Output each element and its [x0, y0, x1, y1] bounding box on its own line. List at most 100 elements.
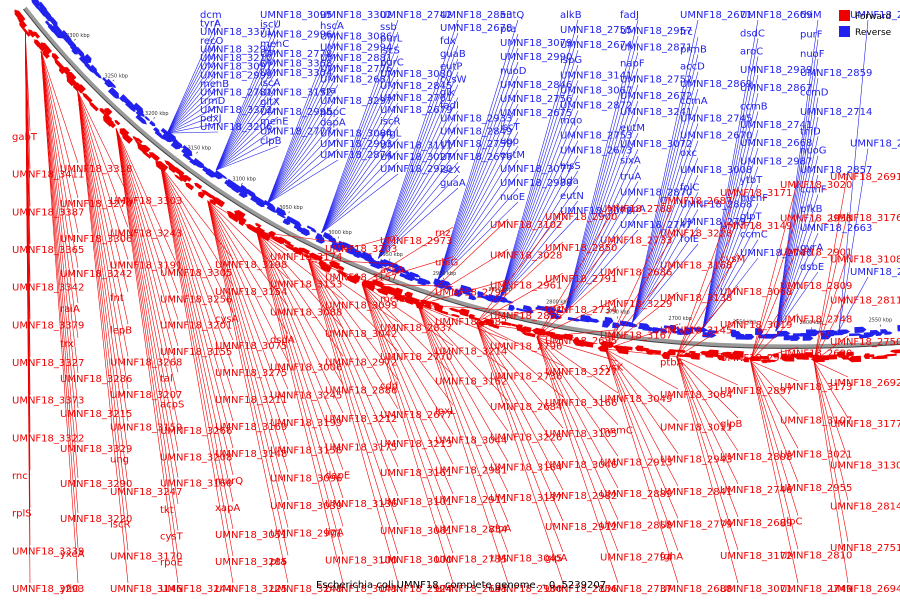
reverse-connector	[702, 74, 759, 329]
reverse-gene-label: UMNF18_2990	[500, 52, 572, 63]
reverse-gene-label: UMNF18_2869	[680, 79, 752, 90]
forward-connector	[750, 279, 799, 362]
forward-feature	[28, 29, 36, 38]
reverse-connector	[267, 41, 339, 204]
forward-gene-label: UMNF18_3329	[60, 444, 132, 455]
forward-gene-label: UMNF18_2981	[435, 465, 507, 476]
reverse-gene-label: UMNF18_3297	[320, 96, 392, 107]
reverse-connector	[167, 54, 219, 134]
forward-feature	[621, 346, 633, 351]
reverse-gene-label: glk	[440, 88, 455, 99]
reverse-gene-label: UMNF18_3086	[320, 32, 392, 43]
forward-gene-label: rpoE	[160, 558, 183, 569]
reverse-feature	[153, 127, 164, 137]
reverse-connector	[215, 126, 279, 171]
reverse-feature	[628, 323, 638, 328]
reverse-feature	[144, 115, 151, 122]
reverse-connector	[564, 229, 639, 313]
reverse-feature	[589, 318, 600, 323]
reverse-feature	[104, 78, 113, 88]
forward-feature	[277, 236, 286, 244]
forward-connector	[536, 336, 619, 394]
forward-gene-label: UMNF18_3146	[110, 584, 182, 595]
forward-gene-label: UMNF18_2795	[435, 287, 507, 298]
reverse-connector	[378, 58, 459, 259]
forward-gene-label: UMNF18_2749	[780, 584, 852, 595]
reverse-connector	[167, 131, 219, 134]
forward-connector	[160, 166, 234, 422]
reverse-connector	[437, 201, 519, 281]
reverse-feature	[468, 294, 477, 301]
forward-connector	[417, 304, 509, 493]
reverse-gene-label: UMNF18_3152	[260, 88, 332, 99]
reverse-connector	[499, 170, 579, 299]
forward-connector	[77, 91, 129, 551]
reverse-connector	[378, 123, 459, 259]
forward-feature	[367, 284, 376, 292]
forward-gene-label: UMNF18_2808	[720, 452, 792, 463]
forward-feature	[299, 247, 310, 255]
reverse-feature	[109, 81, 116, 89]
forward-connector	[40, 51, 79, 444]
reverse-connector	[321, 161, 399, 233]
reverse-feature	[642, 326, 655, 332]
forward-gene-label: cdd	[380, 381, 398, 392]
reverse-feature	[384, 267, 396, 273]
forward-connector	[256, 231, 344, 442]
reverse-feature	[370, 259, 383, 269]
reverse-gene-label: glpT	[740, 211, 762, 222]
forward-gene-label: UMNF18_3068	[720, 287, 792, 298]
forward-feature	[62, 66, 71, 75]
reverse-connector	[167, 88, 219, 134]
reverse-feature	[306, 225, 317, 232]
reverse-connector	[267, 116, 339, 204]
reverse-connector	[775, 213, 819, 332]
forward-gene-label: UMNF18_2677	[380, 410, 452, 421]
reverse-gene-label: UMNF18_2761	[380, 93, 452, 104]
reverse-gene-label: iscU	[260, 20, 281, 31]
reverse-feature	[453, 288, 463, 297]
forward-gene-label: UMNF18_2734	[545, 305, 617, 316]
forward-gene-label: UMNF18_3286	[60, 374, 132, 385]
forward-feature	[717, 355, 725, 361]
reverse-connector	[167, 97, 219, 134]
reverse-connector	[564, 181, 639, 313]
forward-gene-label: UMNF18_2912	[545, 522, 617, 533]
forward-gene-label: UMNF18_3191	[110, 261, 182, 272]
forward-connector	[750, 212, 799, 361]
reverse-gene-label: UMNF18_2957	[620, 26, 692, 37]
reverse-gene-label: UMNF18_2881	[320, 53, 392, 64]
reverse-connector	[378, 149, 459, 259]
reverse-feature	[604, 316, 614, 324]
forward-connector	[750, 360, 799, 449]
reverse-connector	[775, 136, 819, 332]
forward-connector	[813, 253, 849, 362]
reverse-connector	[564, 84, 639, 313]
forward-gene-label: UMNF18_3006	[270, 363, 342, 374]
reverse-gene-label: fadI	[440, 101, 459, 112]
forward-connector	[307, 259, 399, 468]
reverse-gene-label: menF	[740, 193, 768, 204]
reverse-connector	[499, 35, 579, 299]
forward-connector	[115, 128, 179, 347]
forward-gene-label: UMNF18_3148	[215, 449, 287, 460]
forward-gene-label: UMNF18_3166	[545, 398, 617, 409]
forward-connector	[476, 322, 564, 584]
forward-connector	[77, 91, 129, 260]
forward-gene-label: glpC	[780, 517, 802, 528]
forward-gene-label: UMNF18_3156	[270, 446, 342, 457]
forward-gene-label: UMNF18_2770	[380, 352, 452, 363]
reverse-gene-label: guaB	[440, 49, 466, 60]
reverse-connector	[437, 19, 519, 281]
reverse-gene-label: menC	[260, 39, 289, 50]
forward-gene-label: UMNF18_3199	[270, 418, 342, 429]
reverse-gene-label: UMNF18_2987	[740, 157, 812, 168]
reverse-gene-label: nuoF	[800, 49, 825, 60]
forward-gene-label: ptbA	[660, 358, 684, 369]
forward-gene-label: ligA	[325, 527, 344, 538]
reverse-feature	[71, 47, 79, 55]
reverse-feature	[783, 334, 792, 341]
forward-gene-label: tkt	[160, 505, 174, 516]
reverse-connector	[437, 47, 519, 281]
